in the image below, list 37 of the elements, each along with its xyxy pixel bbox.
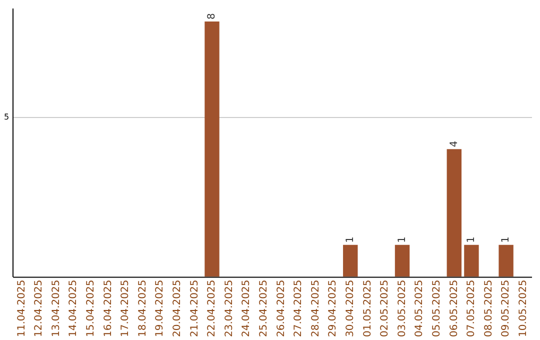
x-tick-label: 08.05.2025 — [483, 280, 494, 338]
y-tick-label: 5 — [4, 112, 10, 122]
x-tick-label: 24.04.2025 — [241, 280, 252, 338]
data-label: 1 — [466, 236, 478, 243]
x-tick-label: 17.04.2025 — [120, 280, 132, 338]
x-tick-label: 03.05.2025 — [396, 280, 408, 338]
x-tick-label: 15.04.2025 — [86, 280, 97, 338]
x-tick-label: 02.05.2025 — [380, 280, 391, 338]
data-label: 1 — [344, 236, 356, 243]
x-tick-label: 28.04.2025 — [310, 280, 322, 338]
x-tick-label: 10.05.2025 — [518, 280, 529, 338]
x-tick-label: 19.04.2025 — [154, 280, 166, 338]
x-tick-label: 27.04.2025 — [293, 280, 304, 338]
x-tick-label: 25.04.2025 — [258, 280, 270, 338]
data-label: 8 — [206, 13, 218, 20]
x-tick-label: 04.05.2025 — [414, 280, 426, 338]
x-tick-label: 01.05.2025 — [362, 280, 374, 338]
x-tick-label: 20.04.2025 — [172, 280, 184, 338]
data-label: 4 — [448, 140, 460, 148]
data-label: 1 — [396, 236, 408, 243]
x-tick-label: 18.04.2025 — [137, 280, 148, 338]
x-tick-label: 09.05.2025 — [500, 280, 512, 338]
x-tick-label: 14.04.2025 — [68, 280, 80, 338]
x-tick-label: 30.04.2025 — [344, 280, 356, 338]
x-tick-label: 26.04.2025 — [276, 280, 287, 338]
x-tick-label: 22.04.2025 — [206, 280, 218, 338]
x-tick-label: 16.04.2025 — [102, 280, 114, 338]
x-tick-label: 11.04.2025 — [16, 280, 28, 338]
x-tick-label: 23.04.2025 — [224, 280, 235, 338]
x-tick-label: 07.05.2025 — [466, 280, 478, 338]
x-tick-label: 13.04.2025 — [50, 280, 62, 338]
x-tick-label: 05.05.2025 — [431, 280, 442, 338]
x-tick-label: 21.04.2025 — [189, 280, 200, 338]
data-label: 1 — [500, 236, 512, 243]
x-tick-label: 29.04.2025 — [328, 280, 339, 338]
x-tick-label: 06.05.2025 — [448, 280, 460, 338]
x-tick-label: 12.04.2025 — [34, 280, 45, 338]
